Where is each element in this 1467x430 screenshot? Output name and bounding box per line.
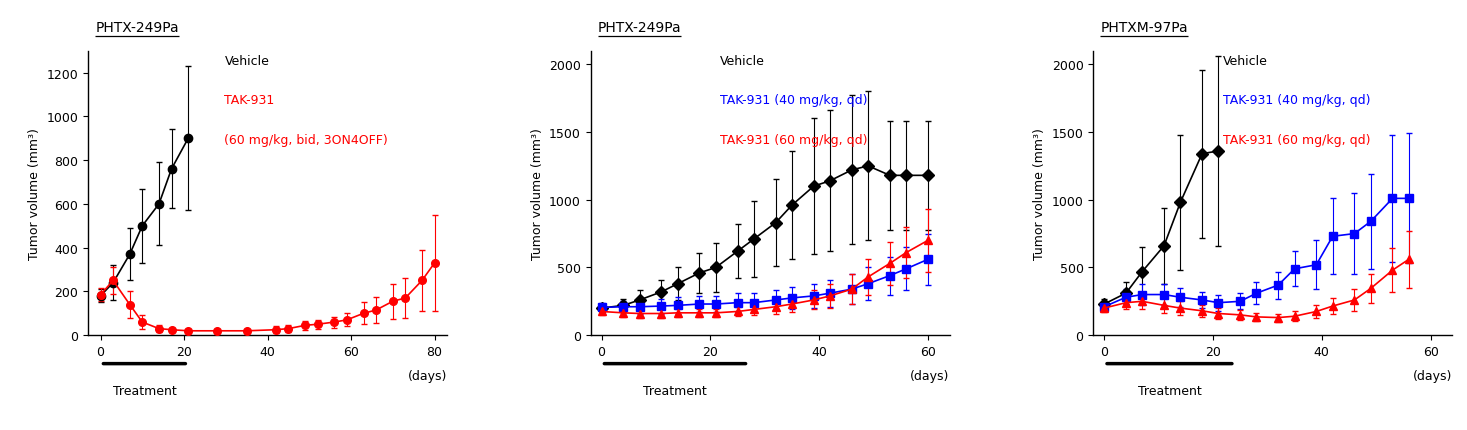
Y-axis label: Tumor volume (mm³): Tumor volume (mm³) xyxy=(28,128,41,259)
Text: Treatment: Treatment xyxy=(1137,384,1201,396)
Text: Vehicle: Vehicle xyxy=(720,55,764,68)
Text: (days): (days) xyxy=(1413,369,1452,382)
Text: Treatment: Treatment xyxy=(113,384,176,396)
Text: TAK-931 (60 mg/kg, qd): TAK-931 (60 mg/kg, qd) xyxy=(1222,134,1370,147)
Text: PHTX-249Pa: PHTX-249Pa xyxy=(599,21,682,34)
Y-axis label: Tumor volume (mm³): Tumor volume (mm³) xyxy=(531,128,543,259)
Text: PHTX-249Pa: PHTX-249Pa xyxy=(95,21,179,34)
Text: (days): (days) xyxy=(408,369,447,382)
Text: TAK-931 (40 mg/kg, qd): TAK-931 (40 mg/kg, qd) xyxy=(720,94,867,107)
Text: (days): (days) xyxy=(911,369,949,382)
Text: Vehicle: Vehicle xyxy=(224,55,270,68)
Text: (60 mg/kg, bid, 3ON4OFF): (60 mg/kg, bid, 3ON4OFF) xyxy=(224,134,389,147)
Text: PHTXM-97Pa: PHTXM-97Pa xyxy=(1100,21,1188,34)
Text: Vehicle: Vehicle xyxy=(1222,55,1267,68)
Text: TAK-931: TAK-931 xyxy=(224,94,274,107)
Text: Treatment: Treatment xyxy=(643,384,707,396)
Text: TAK-931 (60 mg/kg, qd): TAK-931 (60 mg/kg, qd) xyxy=(720,134,867,147)
Y-axis label: Tumor volume (mm³): Tumor volume (mm³) xyxy=(1033,128,1046,259)
Text: TAK-931 (40 mg/kg, qd): TAK-931 (40 mg/kg, qd) xyxy=(1222,94,1370,107)
